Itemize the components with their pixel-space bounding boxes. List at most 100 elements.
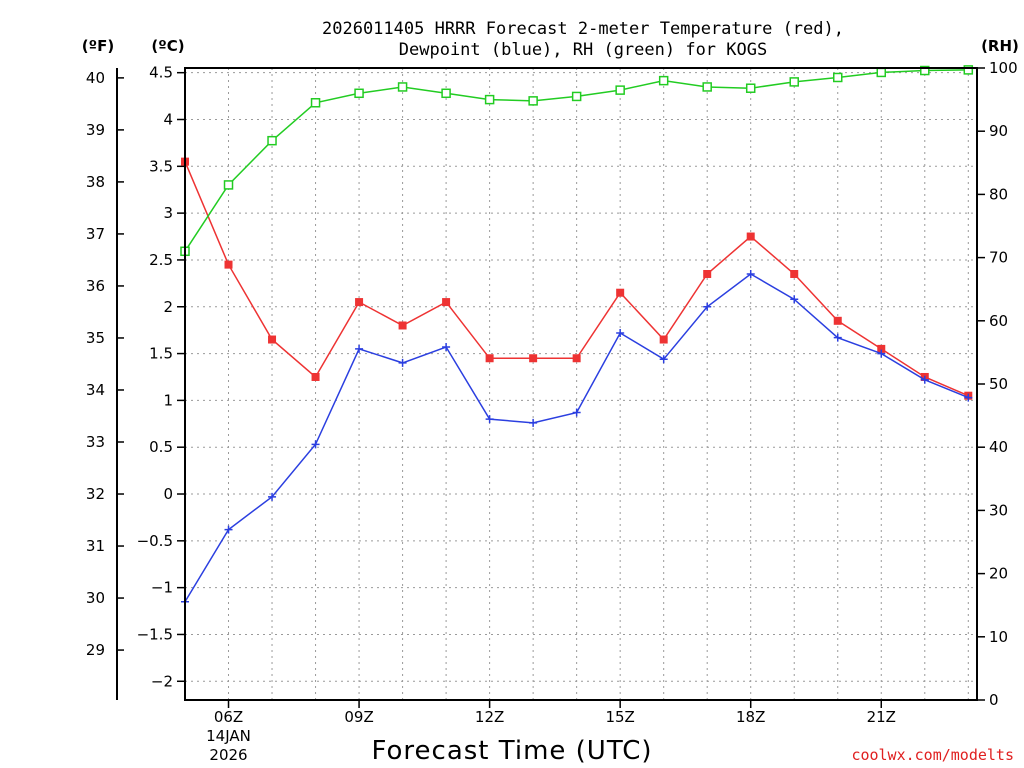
dewpoint-point	[529, 418, 538, 427]
fahrenheit-tick-label: 30	[86, 589, 105, 607]
x-tick-label: 12Z	[475, 708, 504, 726]
celsius-tick-label: 0	[163, 485, 173, 503]
temperature-point	[833, 316, 842, 325]
x-tick-label: 09Z	[344, 708, 373, 726]
celsius-tick-label: 4	[163, 110, 173, 128]
rh-point	[615, 85, 625, 95]
rh-point	[223, 180, 234, 190]
dewpoint-point	[703, 302, 712, 311]
dewpoint-point	[877, 349, 886, 358]
rh-point	[920, 65, 930, 76]
rh-point	[397, 82, 408, 92]
fahrenheit-tick-label: 40	[86, 69, 105, 87]
rh-tick-label: 20	[989, 565, 1008, 583]
data-series	[180, 65, 974, 606]
temperature-point	[268, 335, 277, 344]
fahrenheit-tick-label: 37	[86, 225, 105, 243]
rh-tick-label: 100	[989, 59, 1018, 77]
celsius-tick-label: 4.5	[149, 64, 173, 82]
rh-point	[441, 88, 451, 99]
rh-tick-label: 50	[989, 375, 1008, 393]
x-tick-label: 15Z	[605, 708, 634, 726]
temperature-point	[224, 260, 233, 269]
rh-point	[963, 65, 974, 75]
celsius-tick-label: 2	[163, 298, 173, 316]
fahrenheit-tick-label: 29	[86, 641, 105, 659]
celsius-tick-label: 1	[163, 391, 173, 409]
temperature-point	[398, 321, 407, 330]
temperature-point	[790, 269, 799, 278]
credit-text: coolwx.com/modelts	[851, 746, 1014, 764]
dewpoint-point	[964, 393, 973, 402]
temperature-point	[616, 288, 625, 297]
dewpoint-point	[268, 492, 277, 501]
dewpoint-point	[572, 408, 581, 417]
celsius-tick-label: 3	[163, 204, 173, 222]
x-tick-year-label: 2026	[209, 746, 247, 764]
celsius-unit-label: (ºC)	[151, 37, 184, 55]
fahrenheit-unit-label: (ºF)	[82, 37, 114, 55]
rh-point	[876, 67, 887, 78]
fahrenheit-tick-label: 32	[86, 485, 105, 503]
celsius-tick-label: −1.5	[137, 625, 173, 643]
rh-point	[310, 98, 321, 108]
fahrenheit-tick-label: 39	[86, 121, 105, 139]
axes: −2 −1.5 −1 −0.5 0 0.5 1 1.5 2 2.5 3 3.5 4 4.5 29 30 31 32…	[86, 59, 1018, 764]
celsius-tick-label: 0.5	[149, 438, 173, 456]
x-tick-label: 18Z	[736, 708, 765, 726]
rh-tick-label: 0	[989, 691, 999, 709]
temperature-point	[746, 232, 755, 241]
x-tick-label: 06Z	[214, 708, 243, 726]
rh-tick-label: 40	[989, 438, 1008, 456]
dewpoint-point	[311, 440, 320, 449]
dewpoint-point	[833, 333, 842, 342]
celsius-tick-label: −2	[151, 672, 173, 690]
rh-point	[528, 96, 538, 106]
chart-title-line1: 2026011405 HRRR Forecast 2-meter Tempera…	[322, 19, 844, 39]
dewpoint-point	[790, 295, 799, 304]
dewpoint-point	[920, 375, 929, 384]
rh-point	[745, 83, 756, 93]
rh-point	[484, 94, 495, 105]
fahrenheit-tick-label: 33	[86, 433, 105, 451]
celsius-tick-label: −0.5	[137, 532, 173, 550]
dewpoint-point	[616, 328, 625, 337]
x-tick-date-label: 14JAN	[206, 727, 251, 745]
rh-tick-label: 90	[989, 122, 1008, 140]
grid-lines	[185, 68, 977, 700]
rh-unit-label: (RH)	[981, 37, 1019, 55]
temperature-point	[659, 335, 668, 344]
dewpoint-line	[184, 273, 969, 603]
dewpoint-point	[355, 344, 364, 353]
rh-point	[267, 135, 277, 146]
rh-tick-label: 10	[989, 628, 1008, 646]
dewpoint-point	[485, 415, 494, 424]
dewpoint-point	[659, 355, 668, 364]
celsius-tick-label: 3.5	[149, 157, 173, 175]
fahrenheit-tick-label: 31	[86, 537, 105, 555]
fahrenheit-tick-label: 38	[86, 173, 105, 191]
rh-point	[789, 77, 799, 87]
x-tick-label: 21Z	[867, 708, 896, 726]
plot-frame	[184, 67, 978, 701]
rh-tick-label: 60	[989, 312, 1008, 330]
fahrenheit-tick-label: 36	[86, 277, 105, 295]
fahrenheit-tick-label: 34	[86, 381, 105, 399]
rh-point	[354, 88, 364, 99]
dewpoint-point	[224, 525, 233, 534]
temperature-point	[311, 372, 320, 381]
chart-title-line2: Dewpoint (blue), RH (green) for KOGS	[399, 40, 767, 60]
dewpoint-point	[746, 269, 755, 278]
temperature-point	[442, 298, 451, 307]
rh-point	[658, 75, 669, 86]
fahrenheit-tick-label: 35	[86, 329, 105, 347]
temperature-point	[485, 354, 494, 363]
temperature-point	[355, 298, 364, 307]
temperature-point	[529, 354, 538, 363]
rh-point	[702, 82, 712, 92]
x-axis-label: Forecast Time (UTC)	[371, 736, 652, 766]
rh-tick-label: 80	[989, 185, 1008, 203]
rh-tick-label: 70	[989, 249, 1008, 267]
celsius-tick-label: −1	[151, 579, 173, 597]
